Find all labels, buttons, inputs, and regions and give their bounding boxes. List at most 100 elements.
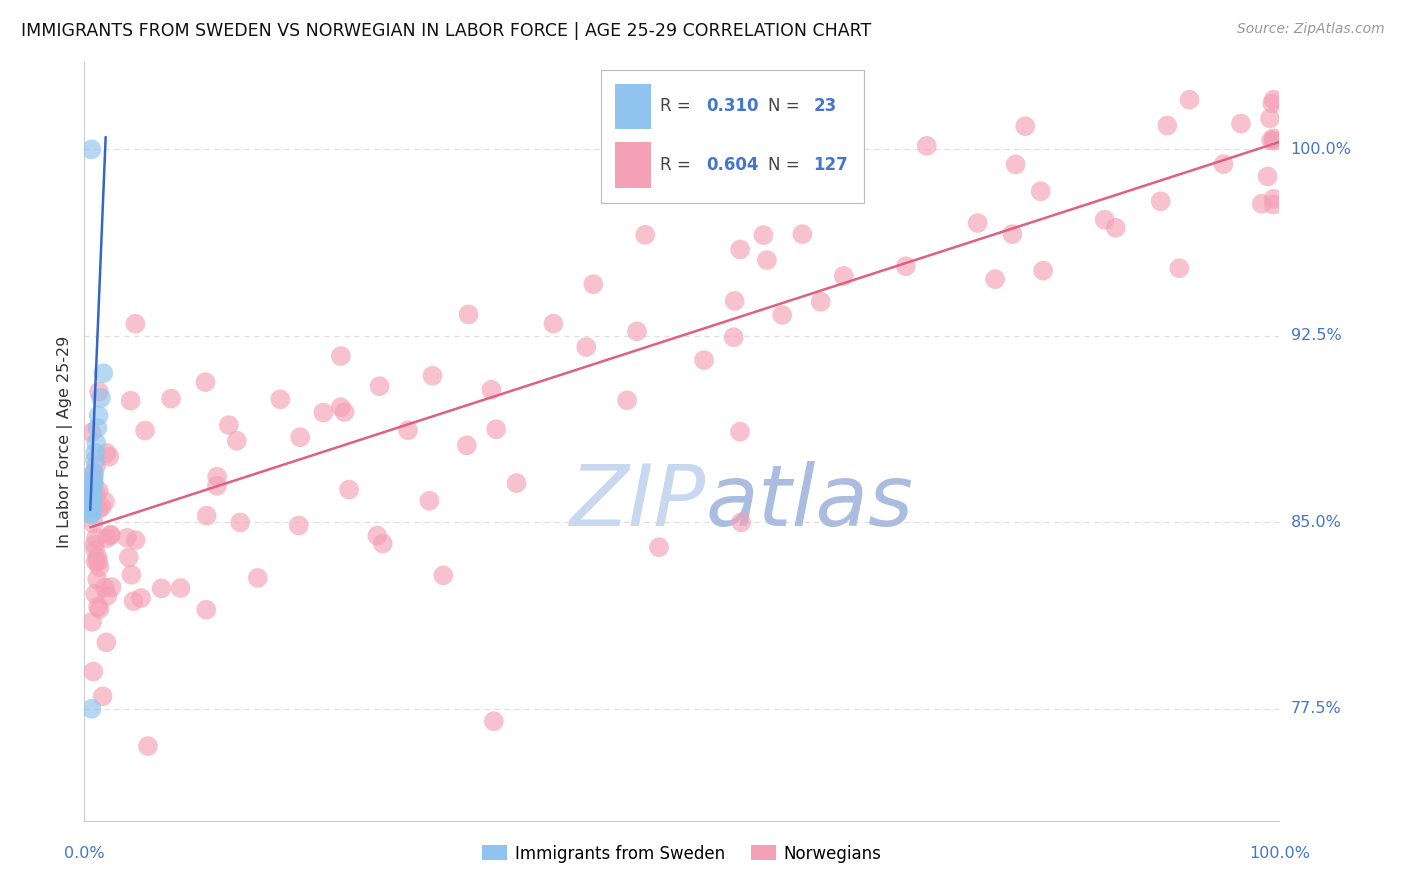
Norwegians	[86, 550, 108, 565]
Norwegians	[229, 516, 252, 530]
Norwegians	[752, 228, 775, 243]
Norwegians	[582, 277, 605, 292]
Norwegians	[456, 438, 478, 452]
Norwegians	[288, 430, 311, 444]
Norwegians	[1014, 119, 1036, 133]
Norwegians	[792, 227, 814, 241]
Immigrants from Sweden	[80, 508, 103, 522]
Y-axis label: In Labor Force | Age 25-29: In Labor Force | Age 25-29	[58, 335, 73, 548]
Norwegians	[1168, 261, 1191, 276]
Norwegians	[80, 615, 103, 629]
Norwegians	[91, 690, 114, 704]
Immigrants from Sweden	[87, 409, 110, 423]
Norwegians	[82, 485, 104, 500]
Norwegians	[96, 635, 118, 649]
Norwegians	[832, 268, 855, 283]
Norwegians	[84, 531, 107, 545]
Norwegians	[225, 434, 247, 448]
Norwegians	[770, 308, 793, 322]
Norwegians	[150, 582, 173, 596]
Immigrants from Sweden	[80, 498, 103, 512]
Norwegians	[194, 375, 217, 389]
Norwegians	[84, 543, 107, 558]
Norwegians	[457, 307, 479, 321]
Norwegians	[122, 594, 145, 608]
Norwegians	[87, 599, 110, 614]
Norwegians	[543, 317, 565, 331]
Immigrants from Sweden	[80, 143, 103, 157]
Bar	[614, 142, 651, 187]
Immigrants from Sweden	[83, 466, 105, 480]
Norwegians	[160, 392, 183, 406]
Immigrants from Sweden	[86, 421, 108, 435]
Text: 100.0%: 100.0%	[1291, 142, 1351, 157]
Norwegians	[94, 581, 117, 595]
Norwegians	[630, 180, 652, 194]
Norwegians	[1263, 134, 1285, 148]
Norwegians	[1263, 197, 1285, 211]
Norwegians	[482, 714, 505, 729]
Norwegians	[810, 294, 832, 309]
Norwegians	[432, 568, 454, 582]
Norwegians	[98, 450, 121, 464]
Text: 92.5%: 92.5%	[1291, 328, 1341, 343]
Norwegians	[134, 424, 156, 438]
Norwegians	[80, 493, 103, 508]
Norwegians	[246, 571, 269, 585]
Text: ZIP: ZIP	[569, 460, 706, 544]
Norwegians	[422, 368, 444, 383]
FancyBboxPatch shape	[600, 70, 863, 202]
Norwegians	[728, 425, 751, 439]
Norwegians	[1156, 119, 1178, 133]
Legend: Immigrants from Sweden, Norwegians: Immigrants from Sweden, Norwegians	[475, 838, 889, 869]
Norwegians	[1257, 169, 1279, 184]
Norwegians	[418, 493, 440, 508]
Norwegians	[312, 406, 335, 420]
Text: Source: ZipAtlas.com: Source: ZipAtlas.com	[1237, 22, 1385, 37]
Text: N =: N =	[768, 156, 804, 174]
Norwegians	[485, 422, 508, 436]
Norwegians	[89, 502, 111, 516]
Norwegians	[1032, 263, 1054, 277]
Norwegians	[505, 476, 527, 491]
Norwegians	[730, 516, 752, 530]
Text: 85.0%: 85.0%	[1291, 515, 1341, 530]
Norwegians	[124, 317, 146, 331]
Norwegians	[89, 602, 111, 616]
Immigrants from Sweden	[90, 391, 112, 405]
Norwegians	[1258, 112, 1281, 126]
Text: 0.310: 0.310	[706, 97, 758, 115]
Norwegians	[1094, 212, 1116, 227]
Norwegians	[1029, 184, 1052, 198]
Norwegians	[481, 383, 503, 397]
Norwegians	[723, 330, 745, 344]
Norwegians	[371, 536, 394, 550]
Text: R =: R =	[661, 156, 696, 174]
Norwegians	[86, 572, 108, 586]
Norwegians	[115, 531, 138, 545]
Norwegians	[87, 384, 110, 399]
Text: 23: 23	[814, 97, 837, 115]
Norwegians	[337, 483, 360, 497]
Immigrants from Sweden	[82, 478, 104, 492]
Immigrants from Sweden	[82, 491, 104, 505]
Norwegians	[755, 253, 778, 268]
Norwegians	[616, 393, 638, 408]
Text: 77.5%: 77.5%	[1291, 701, 1341, 716]
Norwegians	[333, 405, 356, 419]
Norwegians	[169, 581, 191, 595]
Norwegians	[100, 527, 122, 541]
Norwegians	[86, 458, 108, 472]
Norwegians	[96, 531, 118, 545]
Norwegians	[723, 293, 745, 308]
Norwegians	[634, 227, 657, 242]
Immigrants from Sweden	[83, 475, 105, 490]
Norwegians	[1261, 96, 1284, 111]
Norwegians	[94, 495, 117, 509]
Norwegians	[984, 272, 1007, 286]
Norwegians	[368, 379, 391, 393]
Norwegians	[83, 467, 105, 481]
Immigrants from Sweden	[84, 446, 107, 460]
Norwegians	[648, 540, 671, 554]
Norwegians	[124, 533, 146, 547]
